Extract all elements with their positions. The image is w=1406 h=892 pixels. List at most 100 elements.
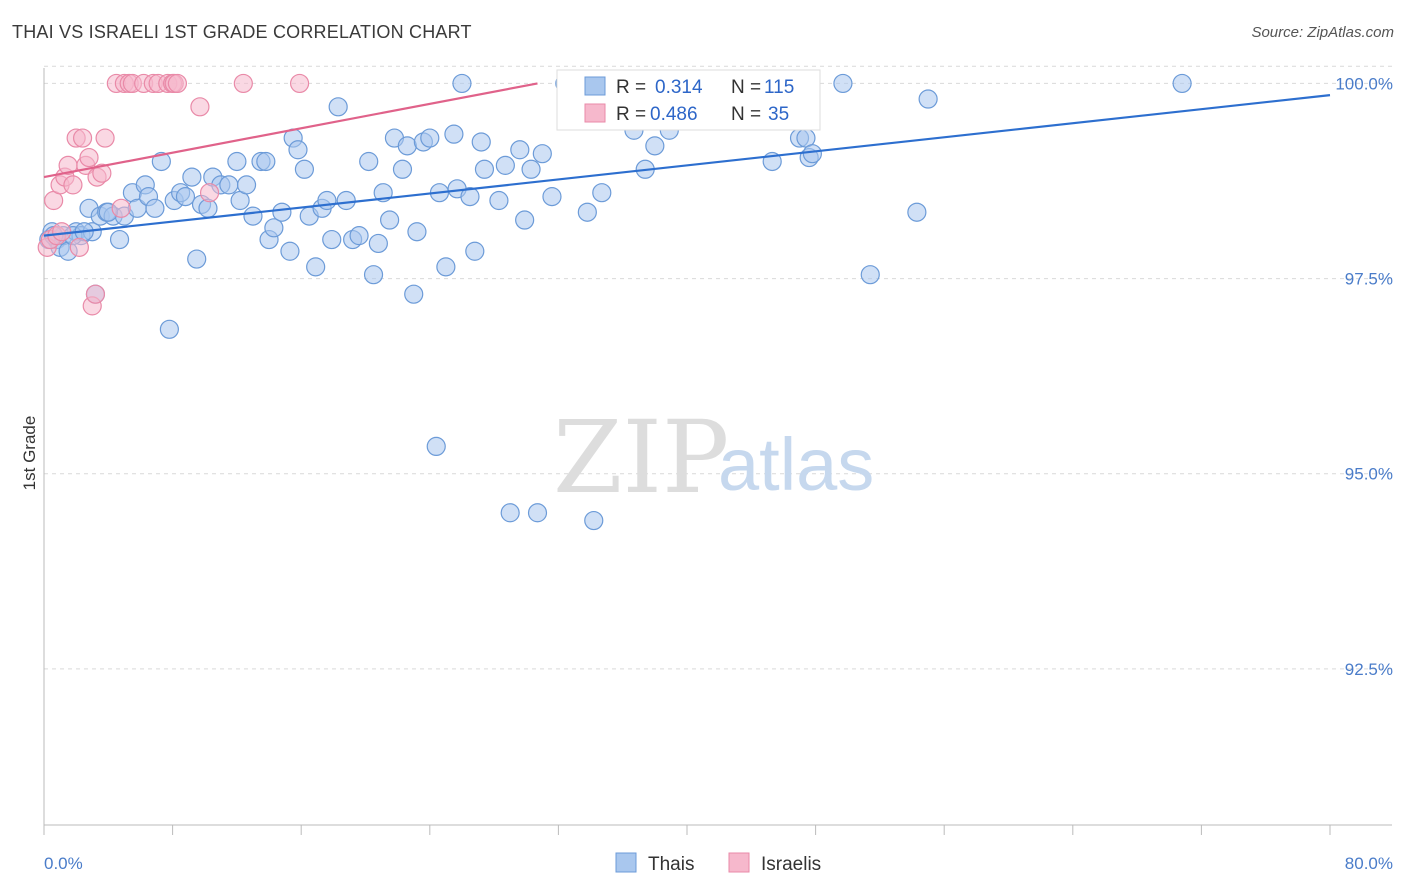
point-thais bbox=[175, 187, 196, 207]
point-thais bbox=[219, 175, 239, 195]
gridlines bbox=[44, 65, 1392, 670]
y-tick-label: 97.5% bbox=[1345, 270, 1393, 289]
point-israelis bbox=[85, 284, 106, 304]
point-thais bbox=[860, 265, 880, 285]
point-thais bbox=[264, 218, 284, 238]
point-thais bbox=[243, 206, 263, 226]
point-thais bbox=[272, 202, 292, 222]
point-thais bbox=[227, 151, 247, 172]
point-thais bbox=[392, 159, 413, 179]
point-thais bbox=[349, 226, 369, 246]
legend-swatch-israelis bbox=[584, 103, 606, 123]
point-thais bbox=[404, 284, 424, 304]
point-thais bbox=[407, 222, 427, 242]
x-tick-label: 0.0% bbox=[44, 854, 83, 873]
point-thais bbox=[187, 249, 207, 269]
chart-title: THAI VS ISRAELI 1ST GRADE CORRELATION CH… bbox=[12, 22, 472, 42]
y-tick-label: 100.0% bbox=[1335, 74, 1393, 93]
point-thais bbox=[495, 155, 515, 175]
x-tick-label: 80.0% bbox=[1345, 854, 1393, 873]
chart-source: Source: ZipAtlas.com bbox=[1251, 24, 1394, 41]
point-thais bbox=[288, 140, 308, 160]
y-axis-label: 1st Grade bbox=[20, 416, 39, 491]
point-thais bbox=[317, 190, 337, 211]
stats-legend: R = 0.314 N = 115 R = 0.486 N = 35 bbox=[556, 69, 821, 131]
point-thais bbox=[444, 124, 464, 144]
series-legend-label-israelis: Israelis bbox=[761, 854, 821, 875]
legend-r-label-thais: R = bbox=[616, 77, 646, 98]
watermark: ZIP atlas bbox=[553, 399, 874, 516]
trend-lines bbox=[43, 82, 1331, 237]
legend-swatch-thais bbox=[584, 76, 606, 96]
point-thais bbox=[380, 210, 400, 230]
point-thais bbox=[465, 241, 485, 261]
point-thais bbox=[306, 257, 326, 277]
axes bbox=[43, 68, 1392, 835]
point-thais bbox=[474, 159, 495, 179]
point-israelis bbox=[92, 163, 112, 183]
point-thais bbox=[328, 97, 348, 117]
point-thais bbox=[489, 190, 509, 211]
point-thais bbox=[833, 73, 853, 94]
point-thais bbox=[1172, 73, 1192, 94]
point-thais bbox=[584, 510, 604, 531]
point-thais bbox=[527, 503, 548, 523]
point-thais bbox=[236, 175, 257, 195]
point-thais bbox=[577, 202, 597, 222]
point-thais bbox=[802, 144, 822, 164]
x-tick-labels: 0.0% 80.0% bbox=[44, 854, 1393, 873]
legend-r-label-israelis: R = bbox=[616, 104, 646, 125]
legend-n-label-israelis: N = bbox=[731, 104, 761, 125]
point-israelis bbox=[95, 128, 115, 148]
point-thais bbox=[182, 167, 202, 187]
point-israelis bbox=[79, 147, 99, 168]
series-legend: Thais Israelis bbox=[615, 852, 821, 875]
point-thais bbox=[436, 257, 456, 277]
point-thais bbox=[145, 198, 165, 218]
point-thais bbox=[471, 132, 491, 152]
point-thais bbox=[515, 210, 535, 230]
legend-r-value-thais: 0.314 bbox=[655, 77, 703, 98]
point-thais bbox=[645, 136, 665, 156]
point-israelis bbox=[289, 73, 310, 94]
y-tick-label: 92.5% bbox=[1345, 660, 1393, 679]
point-israelis bbox=[72, 128, 93, 148]
point-thais bbox=[159, 319, 179, 339]
point-thais bbox=[363, 265, 384, 285]
legend-n-label-thais: N = bbox=[731, 77, 761, 98]
point-israelis bbox=[52, 222, 72, 242]
point-thais bbox=[460, 187, 480, 207]
series-legend-swatch-thais bbox=[615, 852, 637, 873]
point-thais bbox=[500, 503, 520, 523]
point-thais bbox=[532, 144, 552, 164]
trend-line-israelis bbox=[43, 82, 538, 179]
point-thais bbox=[368, 233, 388, 254]
point-thais bbox=[280, 241, 300, 261]
point-thais bbox=[426, 436, 446, 457]
point-israelis bbox=[111, 198, 131, 218]
y-tick-labels: 92.5% 95.0% 97.5% 100.0% bbox=[1335, 74, 1393, 678]
point-israelis bbox=[167, 73, 188, 94]
series-legend-label-thais: Thais bbox=[648, 854, 694, 875]
point-thais bbox=[510, 140, 530, 160]
point-thais bbox=[151, 151, 171, 172]
point-thais bbox=[452, 73, 472, 94]
legend-n-value-thais: 115 bbox=[764, 77, 794, 98]
point-israelis bbox=[63, 175, 83, 195]
point-israelis bbox=[190, 97, 210, 117]
point-thais bbox=[336, 190, 356, 211]
point-thais bbox=[542, 187, 562, 207]
point-thais bbox=[294, 159, 315, 179]
trend-line-thais bbox=[43, 94, 1331, 237]
series-legend-swatch-israelis bbox=[728, 852, 750, 873]
point-thais bbox=[322, 229, 342, 250]
point-thais bbox=[397, 136, 417, 156]
legend-r-value-israelis: 0.486 bbox=[650, 104, 698, 125]
point-thais bbox=[907, 202, 927, 222]
point-thais bbox=[918, 89, 938, 109]
point-thais bbox=[109, 229, 130, 250]
point-thais bbox=[256, 151, 276, 172]
point-thais bbox=[521, 159, 541, 179]
watermark-zip: ZIP bbox=[553, 399, 729, 516]
